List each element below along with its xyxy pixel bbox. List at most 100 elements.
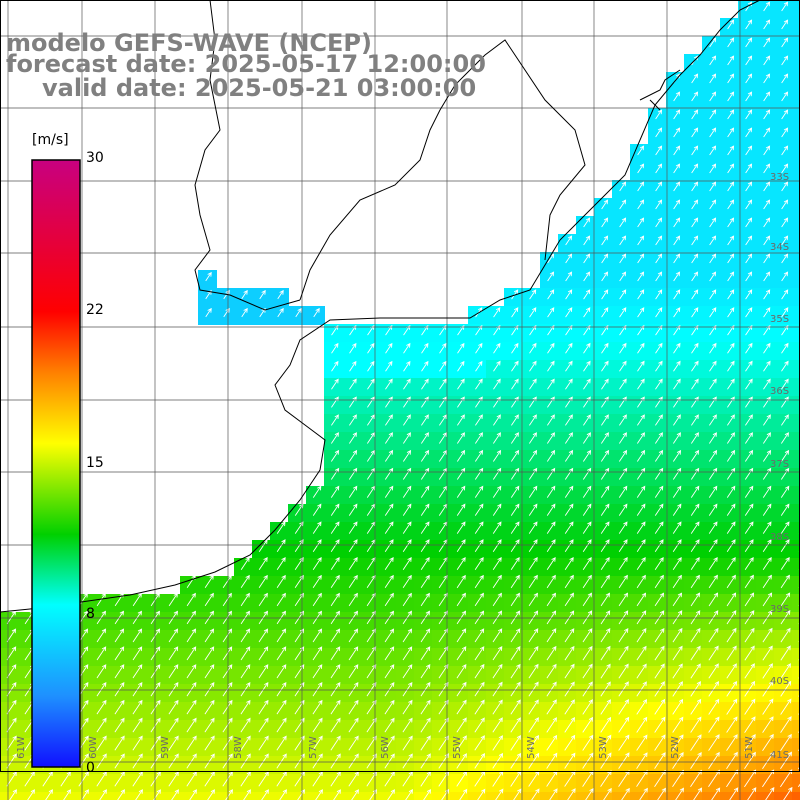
wind-vector-arrow [781,235,789,246]
wind-vector-arrow [204,664,215,679]
wind-vector-arrow [654,752,666,769]
wind-vector-arrow [240,610,250,625]
wind-speed-cell [558,396,577,415]
wind-vector-arrow [331,360,339,372]
wind-speed-cell [342,540,361,559]
wind-vector-arrow [744,521,754,534]
wind-speed-cell [252,684,271,703]
wind-speed-cell [630,684,649,703]
wind-vector-arrow [511,289,519,300]
wind-vector-arrow [348,717,359,733]
wind-vector-arrow [276,681,287,697]
wind-vector-arrow [690,627,701,643]
wind-speed-cell [522,522,541,541]
wind-speed-cell [522,414,541,433]
wind-vector-arrow [672,449,682,462]
wind-speed-cell [558,720,577,739]
wind-vector-arrow [474,557,484,571]
wind-vector-arrow [618,485,628,498]
wind-speed-cell [108,648,127,667]
wind-speed-cell [792,0,800,19]
wind-speed-cell [594,486,613,505]
wind-speed-cell [630,306,649,325]
wind-vector-arrow [313,307,320,318]
wind-speed-cell [648,666,667,685]
wind-speed-cell [612,792,631,800]
wind-speed-cell [414,576,433,595]
wind-vector-arrow [583,378,591,390]
wind-speed-cell [792,216,800,235]
wind-vector-arrow [132,753,143,769]
wind-vector-arrow [726,503,736,516]
wind-speed-cell [450,576,469,595]
wind-vector-arrow [402,699,413,715]
wind-speed-cell [576,450,595,469]
wind-vector-arrow [729,787,739,800]
longitude-label: 57W [307,736,319,759]
wind-speed-cell [738,612,757,631]
wind-speed-cell [612,342,631,361]
wind-vector-arrow [619,414,627,426]
wind-vector-arrow [546,521,556,534]
wind-vector-arrow [726,645,737,661]
wind-speed-cell [774,756,793,775]
wind-speed-cell [792,450,800,469]
wind-vector-arrow [529,360,537,372]
wind-speed-cell [504,792,523,800]
wind-speed-cell [720,792,739,800]
wind-vector-arrow [276,610,286,625]
wind-speed-cell [594,234,613,253]
wind-speed-cell [306,774,325,793]
wind-vector-arrow [691,307,699,318]
wind-speed-cell [522,360,541,379]
wind-vector-arrow [204,699,215,715]
wind-speed-cell [756,144,775,163]
wind-vector-arrow [204,753,215,769]
wind-vector-arrow [96,699,107,715]
wind-speed-cell [774,108,793,127]
wind-vector-arrow [168,717,179,733]
wind-speed-cell [648,360,667,379]
wind-speed-cell [792,306,800,325]
wind-speed-cell [324,702,343,721]
wind-speed-cell [738,234,757,253]
wind-vector-arrow [330,628,341,643]
wind-speed-cell [486,684,505,703]
wind-vector-arrow [6,717,17,733]
wind-speed-cell [720,54,739,73]
wind-speed-cell [324,630,343,649]
wind-vector-arrow [745,127,753,138]
wind-speed-cell [522,666,541,685]
wind-vector-arrow [762,610,773,625]
wind-vector-arrow [762,592,773,607]
wind-speed-cell [774,360,793,379]
wind-speed-cell [432,738,451,757]
wind-speed-cell [774,666,793,685]
wind-speed-cell [648,738,667,757]
wind-vector-arrow [654,627,665,643]
wind-vector-arrow [513,788,522,800]
wind-vector-arrow [420,467,430,480]
wind-speed-cell [90,738,109,757]
wind-speed-cell [738,162,757,181]
wind-speed-cell [576,774,595,793]
wind-speed-cell [648,558,667,577]
wind-speed-cell [576,360,595,379]
wind-vector-arrow [492,752,504,769]
wind-vector-arrow [654,698,666,715]
wind-speed-cell [216,684,235,703]
wind-vector-arrow [528,645,539,661]
wind-vector-arrow [636,467,646,480]
wind-speed-cell [180,576,199,595]
wind-speed-cell [0,612,19,631]
wind-vector-arrow [510,592,520,607]
wind-speed-cell [324,414,343,433]
wind-vector-arrow [673,414,681,426]
wind-speed-cell [216,288,235,307]
wind-vector-arrow [438,664,449,679]
wind-vector-arrow [457,360,465,372]
wind-speed-cell [648,180,667,199]
wind-vector-arrow [583,253,591,264]
latitude-label: 34S [770,242,790,253]
wind-speed-cell [702,612,721,631]
